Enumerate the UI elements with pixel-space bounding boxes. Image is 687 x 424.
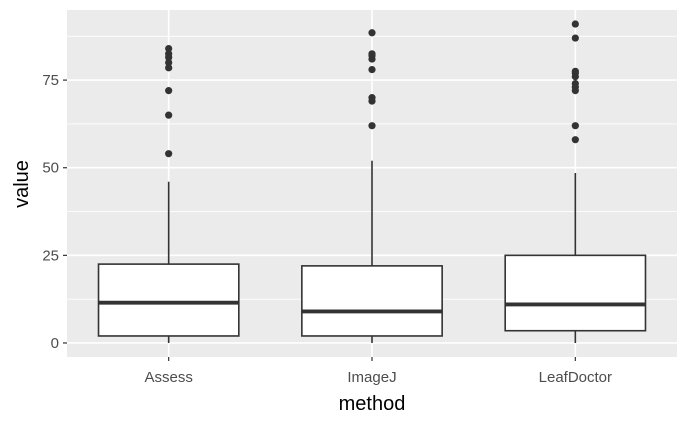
outlier-point (368, 122, 376, 130)
x-axis-title: method (339, 393, 406, 415)
box-iqr (504, 254, 647, 332)
y-axis-title: value (11, 160, 33, 208)
outlier-point (571, 67, 579, 75)
outlier-point (165, 64, 173, 72)
box-group (301, 29, 443, 343)
outlier-point (571, 34, 579, 42)
outlier-point (571, 80, 579, 88)
outlier-point (165, 58, 173, 67)
outlier-point (165, 50, 173, 58)
outlier-point (368, 29, 376, 37)
x-tick-label: Assess (144, 369, 192, 386)
outlier-point (165, 44, 173, 53)
box-iqr (301, 265, 443, 337)
outlier-point (165, 111, 173, 119)
y-tick-label: 25 (42, 247, 59, 264)
box-iqr (97, 263, 240, 337)
box-group (504, 20, 647, 343)
outlier-point (571, 136, 579, 144)
y-tick-label: 75 (42, 72, 59, 89)
y-axis-ticks: 0 25 50 75 (42, 72, 67, 352)
outlier-point (368, 50, 376, 58)
x-axis-ticks: Assess ImageJ LeafDoctor (144, 357, 612, 386)
y-tick-label: 0 (51, 335, 59, 352)
boxes (97, 20, 647, 343)
x-tick-label: LeafDoctor (539, 369, 612, 386)
outlier-point (571, 20, 579, 28)
outlier-point (165, 87, 173, 95)
box-group (97, 44, 240, 343)
outlier-point (368, 94, 376, 102)
outlier-point (368, 65, 376, 74)
x-tick-label: ImageJ (347, 369, 396, 386)
outlier-point (165, 150, 173, 158)
outlier-point (571, 122, 579, 130)
y-tick-label: 50 (42, 160, 59, 177)
